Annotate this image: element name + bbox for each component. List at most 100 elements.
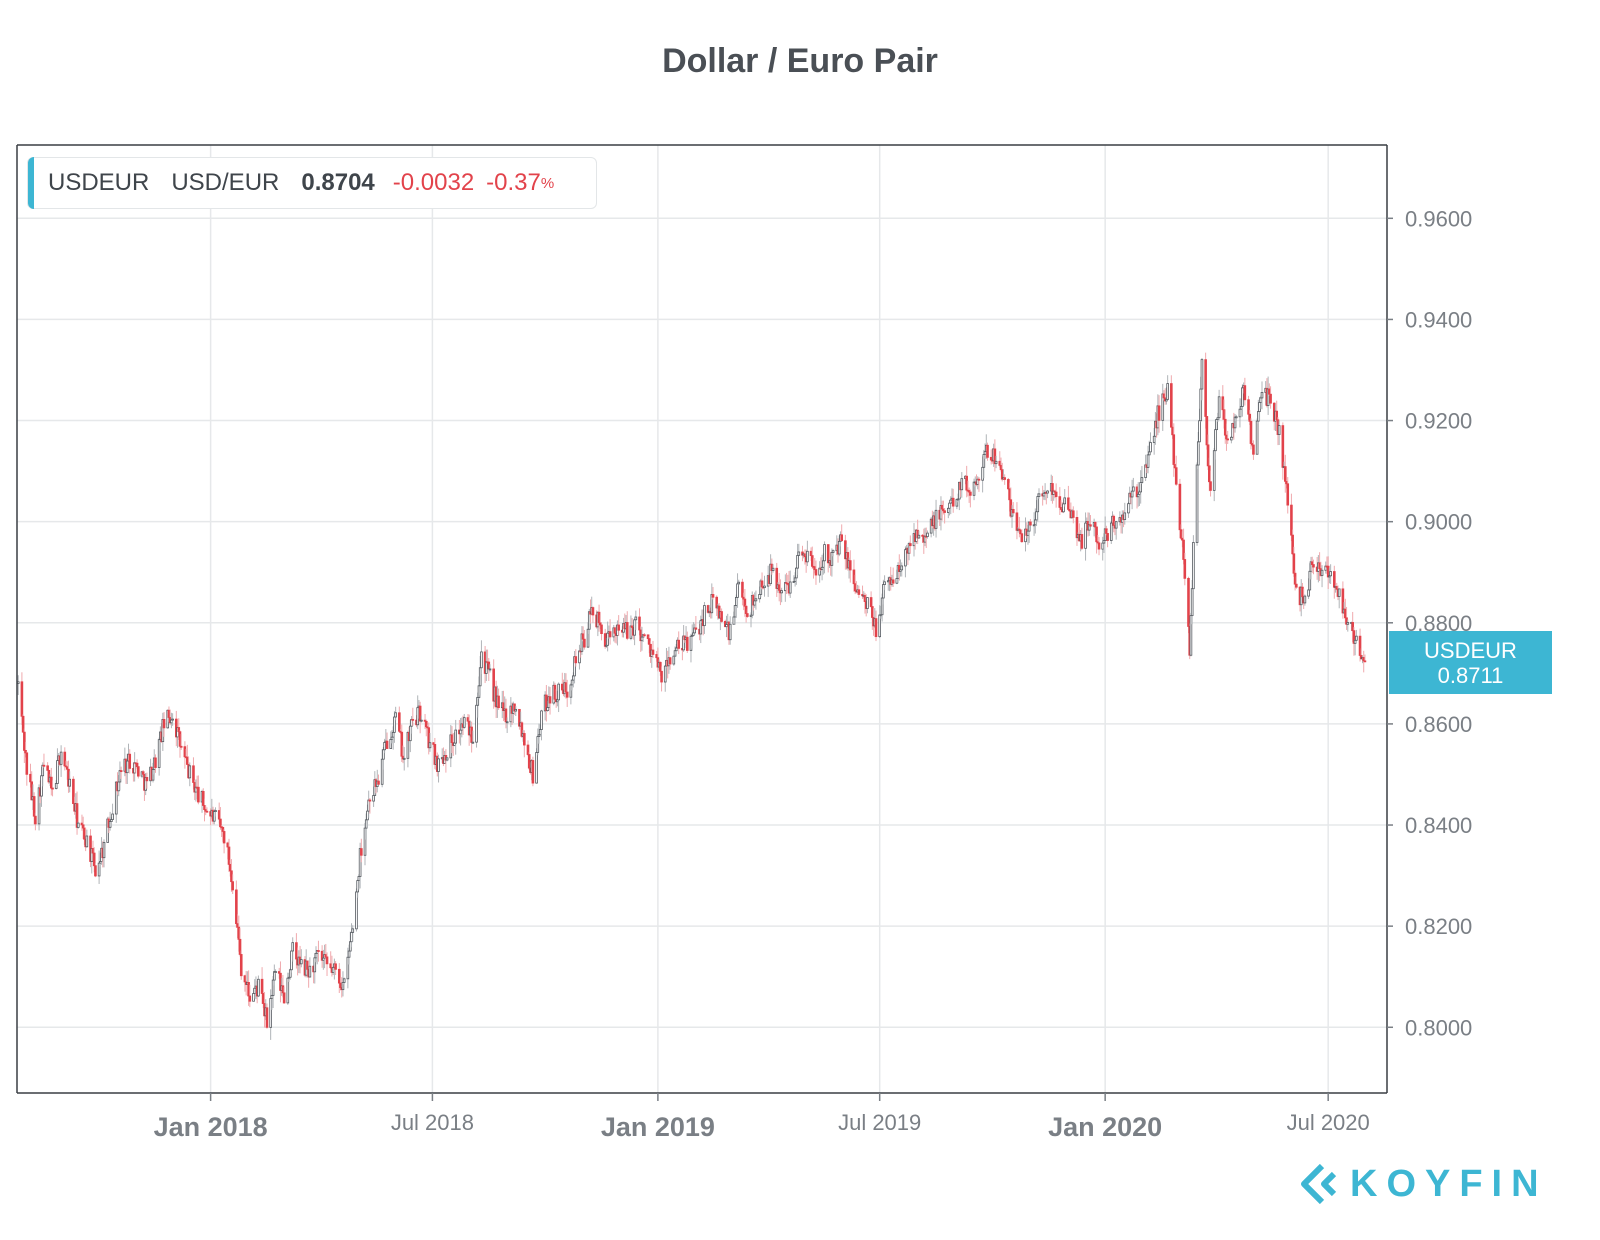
legend-symbol: USDEUR [48,169,150,196]
candle-body [400,731,404,757]
candle-body [231,881,234,891]
candle-body [1007,479,1010,490]
y-tick-label: 0.9000 [1405,510,1472,535]
candle-body [1222,409,1226,420]
candle-body [668,657,672,665]
candle-body [1162,393,1166,399]
candle-body [1255,420,1259,455]
candle-body [578,650,581,664]
y-tick-label: 0.8400 [1405,813,1472,838]
candle-body [253,987,257,994]
plot-frame [16,144,1388,1094]
candle-body [466,717,470,722]
candle-body [59,751,63,765]
candle-body [41,764,45,777]
candle-body [746,613,749,617]
candle-body [1239,406,1243,410]
candle-body [972,481,976,496]
candle-body [613,627,617,634]
candle-body [478,667,482,687]
candle-body [673,650,677,657]
candle-body [454,729,457,744]
candle-body [788,581,792,594]
candle-body [1146,454,1150,468]
candle-body [487,661,491,670]
candle-body [364,819,368,829]
candle-body [269,998,272,1028]
candle-body [349,941,352,952]
candle-body [504,708,508,723]
candle-body [1114,521,1118,529]
candle-body [1335,586,1339,590]
candle-body [50,776,53,789]
candle-body [314,952,318,959]
candle-body [737,581,741,585]
candle-body [586,628,590,648]
candle-body [638,616,641,631]
y-tick-label: 0.8600 [1405,712,1472,737]
candle-body [291,942,295,952]
candle-body [640,636,644,642]
candle-body [1318,562,1321,569]
candle-body [803,553,807,558]
candle-body [351,928,355,933]
candle-body [1320,569,1324,576]
candle-body [617,624,620,631]
candle-body [564,682,568,693]
candle-body [557,683,560,701]
candle-body [1214,429,1217,452]
candle-body [337,968,341,984]
candle-body [1353,639,1357,644]
candle-body [308,965,312,978]
candle-body [25,752,29,775]
candle-body [1252,444,1255,455]
y-tick-label: 0.9600 [1405,206,1472,231]
candle-body [780,590,783,594]
candle-body [1152,435,1156,443]
grid-lines [17,145,1387,1093]
candle-body [350,931,353,943]
candle-body [366,810,369,821]
candle-body [1149,442,1152,453]
candle-body [260,978,264,994]
candle-body [83,827,86,840]
candle-body [1301,586,1304,598]
candle-body [42,764,46,767]
candle-body [1212,450,1216,491]
candle-body [743,598,747,607]
candle-body [633,619,636,636]
candle-body [1292,553,1296,574]
legend-pct-sign: % [540,174,555,192]
candle-body [476,697,480,706]
candle-body [450,734,454,744]
legend-box: USDEUR USD/EUR 0.8704 -0.0032 -0.37% [27,157,597,209]
legend-pair: USD/EUR [171,169,280,196]
candle-body [1130,490,1134,498]
candle-body [488,668,492,671]
candle-body [271,979,275,996]
candle-body [814,569,818,576]
candle-body [1259,397,1263,403]
candle-body [20,681,24,717]
candle-body [128,753,132,769]
candle-body [108,821,112,828]
candle-body [1209,481,1212,491]
candle-body [809,550,813,557]
candle-body [475,704,478,743]
candle-body [689,635,693,651]
candle-body [648,638,651,645]
x-tick-label: Jul 2019 [838,1110,921,1135]
candle-body [1020,533,1024,543]
candle-body [947,507,950,513]
candle-body [1241,387,1244,407]
candle-body [29,773,32,783]
candle-body [306,960,309,970]
x-tick-label: Jan 2018 [154,1112,268,1142]
candle-body [1346,622,1350,625]
candle-body [1200,359,1204,390]
candle-body [866,597,869,609]
candle-body [360,848,363,856]
candle-body [154,757,157,768]
price-tag-value: 0.8711 [1437,662,1504,688]
candle-body [247,982,250,997]
